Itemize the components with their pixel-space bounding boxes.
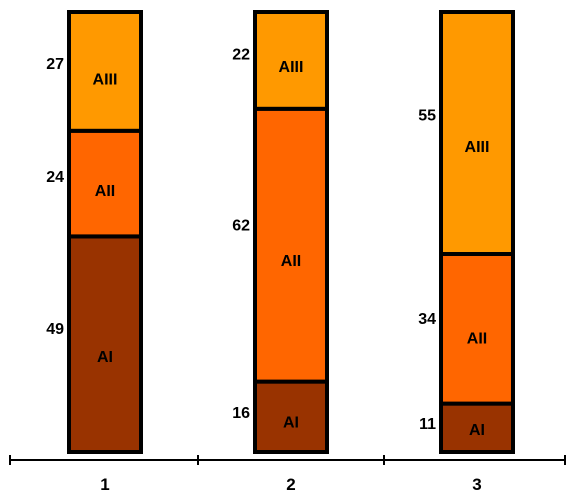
segment-name-label: AII: [467, 330, 487, 347]
segment-value-label: 27: [46, 56, 64, 73]
bar-segment-aiii-3: [439, 10, 515, 256]
segment-name-label: AII: [95, 183, 115, 200]
bar-segment-aiii-2: [253, 10, 329, 111]
segment-name-label: AIII: [465, 139, 490, 156]
bar-segment-ai-1: [67, 234, 143, 454]
x-axis: 1 2 3: [9, 455, 566, 494]
segment-name-label: AI: [469, 422, 485, 439]
bar-segment-aii-2: [253, 106, 329, 384]
segment-value-label: 22: [232, 47, 250, 64]
x-tick-label-1: 1: [100, 475, 109, 494]
segment-value-label: 16: [232, 405, 250, 422]
segment-name-label: AI: [97, 349, 113, 366]
bar-segment-aiii-1: [67, 10, 143, 133]
segment-name-label: AIII: [279, 59, 304, 76]
bar-segment-aii-1: [67, 128, 143, 239]
bar-segment-aii-3: [439, 252, 515, 406]
x-tick-label-3: 3: [472, 475, 481, 494]
segment-value-label: 55: [418, 108, 436, 125]
segment-name-label: AIII: [93, 71, 118, 88]
segment-name-label: AI: [283, 414, 299, 431]
segment-value-label: 62: [232, 217, 250, 234]
segment-value-label: 24: [46, 169, 64, 186]
segment-value-label: 11: [419, 416, 436, 433]
bars-layer: AI 49 AII 24 AIII 27 AI 16 AII 62 AIII 22 AI 11 AII 34 A…: [46, 10, 515, 455]
segment-value-label: 34: [418, 311, 436, 328]
x-tick-label-2: 2: [286, 475, 295, 494]
segment-value-label: 49: [46, 321, 64, 338]
segment-name-label: AII: [281, 253, 301, 270]
